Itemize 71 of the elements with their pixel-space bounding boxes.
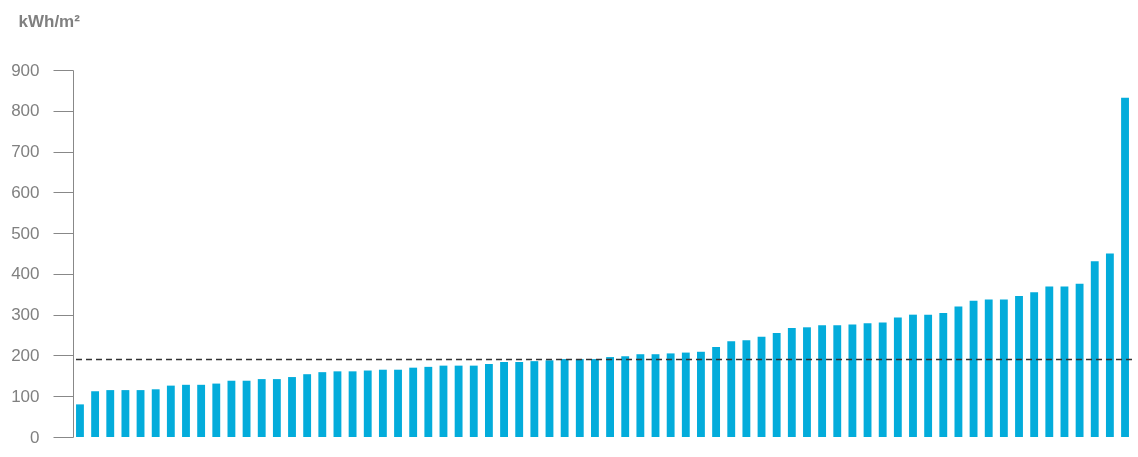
y-tick-label: 200 <box>11 345 40 365</box>
bar <box>1121 97 1129 437</box>
bar <box>545 360 554 437</box>
y-tick-label: 500 <box>11 223 40 243</box>
bar <box>454 365 463 437</box>
bar <box>469 365 478 437</box>
bar <box>1090 261 1099 437</box>
bar <box>1015 295 1023 437</box>
bar <box>1105 253 1114 437</box>
bar <box>272 379 281 437</box>
bar <box>878 322 887 437</box>
bar <box>606 357 614 437</box>
bar <box>106 390 115 437</box>
bar <box>333 371 342 437</box>
bar <box>212 383 221 437</box>
bar <box>166 385 175 437</box>
bar <box>697 351 705 437</box>
bar <box>818 325 827 437</box>
bar <box>924 314 933 437</box>
y-tick-label: 400 <box>11 264 40 284</box>
bar <box>772 333 781 437</box>
y-tick-label: 600 <box>11 182 40 202</box>
bar <box>999 299 1008 437</box>
bar <box>712 346 721 437</box>
bar <box>424 366 433 437</box>
bar <box>288 377 296 437</box>
bar <box>591 359 599 437</box>
bar <box>833 325 842 437</box>
bar <box>121 390 130 437</box>
y-tick-label: 900 <box>11 60 40 80</box>
y-axis-title: kWh/m² <box>18 11 81 31</box>
y-tick-label: 300 <box>11 305 40 325</box>
bar <box>484 364 493 437</box>
bar <box>939 313 948 437</box>
bar <box>636 354 645 437</box>
bar <box>151 389 160 437</box>
bar <box>76 404 84 437</box>
y-tick-label: 800 <box>11 101 40 121</box>
bar <box>394 369 402 437</box>
y-tick-label: 100 <box>11 386 40 406</box>
y-tick-label: 700 <box>11 142 40 162</box>
bar <box>681 352 690 437</box>
bar <box>318 372 327 437</box>
bar <box>409 367 418 437</box>
bar <box>787 328 796 437</box>
bar <box>1045 286 1054 437</box>
bar <box>363 370 372 437</box>
bar <box>182 384 190 437</box>
bar <box>530 361 539 437</box>
bar <box>560 359 569 437</box>
bar <box>803 327 811 437</box>
bar <box>742 340 751 437</box>
bar <box>848 324 857 437</box>
bar <box>909 314 917 437</box>
bar <box>378 369 387 437</box>
y-tick-label: 0 <box>30 427 40 447</box>
bar <box>500 361 508 437</box>
bar <box>303 374 312 437</box>
bar <box>91 391 100 437</box>
bar <box>348 371 357 437</box>
bar <box>621 356 630 437</box>
bar <box>197 384 206 437</box>
bar <box>727 341 736 437</box>
bar <box>515 361 524 437</box>
bar <box>575 359 584 437</box>
bar <box>893 317 902 437</box>
bar <box>984 299 993 437</box>
bar <box>1075 283 1084 437</box>
bar <box>257 379 266 437</box>
bar <box>1030 292 1039 437</box>
bar <box>666 353 675 437</box>
